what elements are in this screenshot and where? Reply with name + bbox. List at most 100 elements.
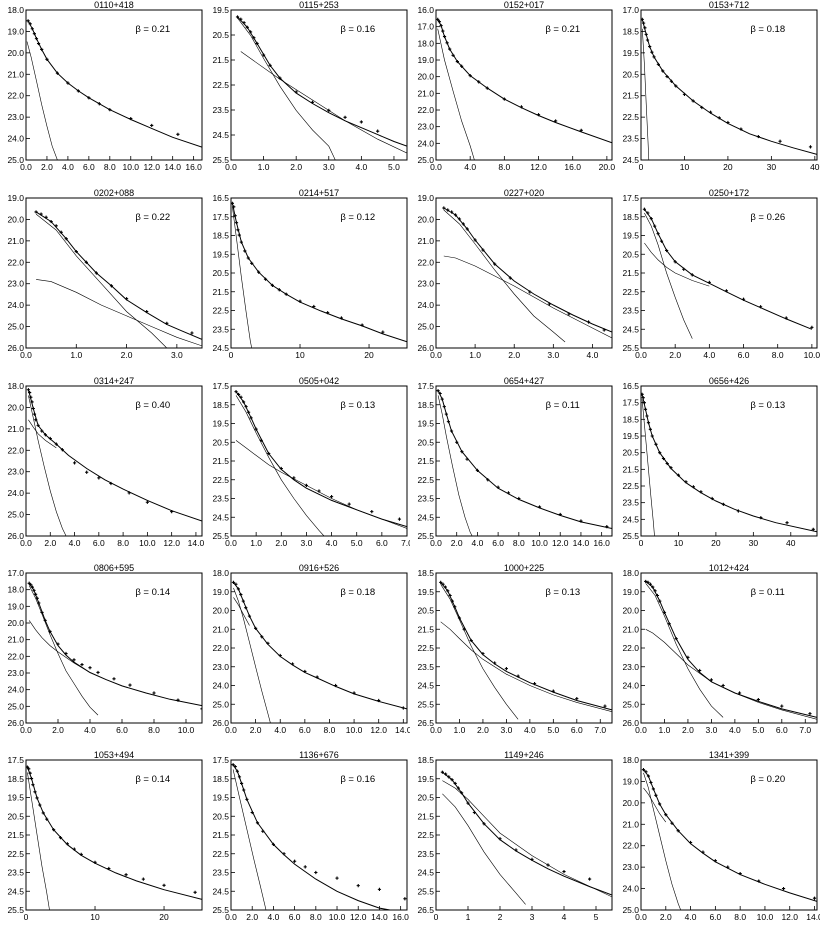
y-tick-label: 25.0: [212, 699, 229, 709]
data-point: [36, 423, 40, 427]
y-tick-label: 18.5: [212, 774, 229, 784]
y-tick-label: 23.5: [212, 494, 229, 504]
y-tick-label: 26.5: [417, 718, 434, 728]
x-tick-label: 0.0: [635, 912, 647, 922]
data-point: [519, 105, 524, 109]
data-point: [442, 405, 446, 409]
beta-label: β = 0.13: [340, 400, 375, 411]
data-point: [726, 120, 730, 125]
x-tick-label: 10.0: [531, 538, 548, 548]
data-point: [641, 396, 645, 400]
data-point: [36, 41, 41, 46]
y-tick-label: 24.0: [7, 488, 24, 498]
beta-label: β = 0.11: [546, 400, 580, 411]
disk-component-line: [36, 279, 202, 347]
x-tick-label: 0.0: [430, 162, 442, 172]
data-point: [242, 788, 246, 792]
y-tick-label: 24.5: [212, 130, 229, 140]
data-point: [669, 79, 674, 83]
x-tick-label: 2.0: [52, 725, 64, 735]
data-point: [64, 237, 68, 241]
data-point: [448, 593, 452, 598]
y-tick-label: 24.5: [622, 324, 639, 334]
x-tick-label: 0: [24, 912, 29, 922]
data-point: [537, 505, 542, 509]
panel-title: 1341+399: [709, 750, 749, 760]
data-point: [440, 397, 444, 401]
y-tick-label: 23.0: [7, 279, 24, 289]
data-point: [602, 328, 606, 332]
data-point: [438, 391, 442, 396]
y-tick-label: 21.5: [212, 287, 229, 297]
y-tick-label: 24.5: [212, 343, 229, 353]
data-point: [97, 102, 101, 106]
y-tick-label: 23.5: [417, 494, 434, 504]
y-tick-label: 17.5: [212, 212, 229, 222]
y-tick-label: 23.0: [7, 668, 24, 678]
data-point: [701, 850, 705, 854]
y-tick-label: 24.0: [622, 884, 639, 894]
profile-panel: 0916+526 β = 0.18 18.0 19.0 20.0 21.0 22.0 23.0…: [212, 563, 410, 735]
plot-frame: [435, 572, 613, 724]
beta-label: β = 0.14: [135, 774, 170, 785]
data-point: [713, 859, 717, 863]
y-tick-label: 19.5: [7, 793, 24, 803]
y-tick-label: 22.0: [622, 643, 639, 653]
data-point: [29, 395, 33, 399]
data-point: [29, 583, 33, 587]
y-tick-label: 25.0: [417, 155, 434, 165]
data-point: [109, 284, 114, 288]
y-tick-label: 21.5: [212, 55, 229, 65]
beta-label: β = 0.26: [750, 212, 785, 223]
x-tick-label: 8.0: [117, 538, 129, 548]
panel-title: 1012+424: [709, 563, 749, 573]
data-point: [303, 669, 307, 674]
data-point: [35, 796, 39, 800]
data-point: [450, 210, 454, 214]
data-point: [278, 653, 282, 658]
plot-frame: [230, 197, 408, 349]
bulge-component-line: [233, 587, 271, 723]
x-tick-label: 4.0: [355, 162, 367, 172]
data-point: [45, 817, 49, 821]
data-point: [690, 273, 694, 277]
data-point: [200, 707, 202, 711]
data-point: [645, 38, 650, 42]
x-tick-label: 10.0: [122, 162, 139, 172]
data-point: [48, 629, 52, 634]
plot-frame: [435, 385, 613, 537]
data-point: [255, 821, 260, 825]
data-point: [170, 510, 174, 514]
x-tick-label: 0.0: [225, 912, 237, 922]
data-point: [246, 256, 250, 260]
data-point: [34, 37, 39, 41]
data-point: [310, 100, 315, 104]
data-point: [27, 767, 31, 771]
data-point: [653, 589, 657, 593]
data-point: [644, 770, 648, 774]
bulge-component-line: [235, 395, 325, 536]
y-tick-label: 18.0: [7, 585, 24, 595]
data-point: [656, 62, 660, 66]
data-point: [676, 473, 681, 477]
profile-panel: 1149+246 18.5 19.5 20.5 21.5 22.5 23.5 24.5 25.5…: [417, 750, 613, 922]
data-point: [315, 675, 319, 679]
data-point: [124, 297, 129, 301]
data-point: [808, 145, 813, 149]
data-point: [314, 870, 318, 875]
data-point: [43, 618, 47, 622]
data-point: [72, 847, 76, 851]
data-point: [437, 20, 442, 24]
data-point: [462, 627, 466, 631]
y-tick-label: 18.5: [212, 231, 229, 241]
data-point: [381, 330, 385, 334]
data-point: [665, 248, 669, 253]
y-tick-label: 20.0: [417, 214, 434, 224]
profile-panel: 0505+042 β = 0.13 17.5 18.5 19.5 20.5 21.5 22.5…: [212, 376, 410, 548]
y-tick-label: 16.0: [417, 5, 434, 15]
data-point: [648, 44, 652, 49]
x-tick-label: 1.0: [70, 350, 82, 360]
y-tick-label: 24.5: [7, 886, 24, 896]
y-tick-label: 25.5: [622, 343, 639, 353]
plot-frame: [640, 385, 818, 537]
